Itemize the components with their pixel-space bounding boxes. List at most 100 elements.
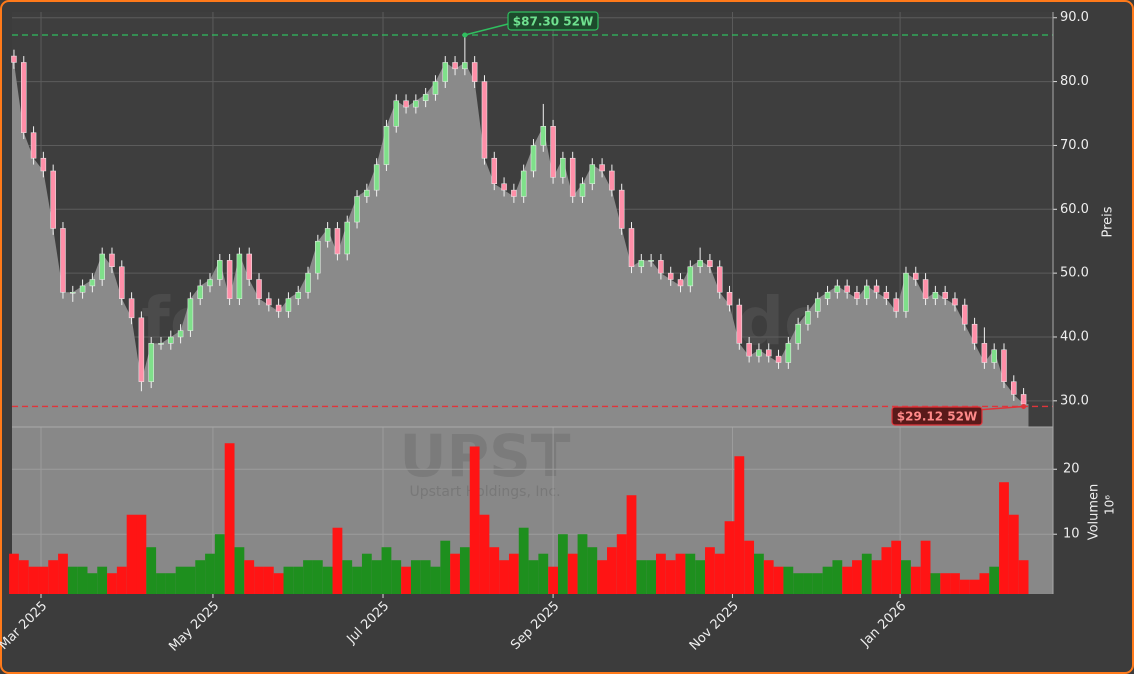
volume-bar xyxy=(950,573,960,594)
candle-body xyxy=(893,298,899,312)
candle-body xyxy=(177,330,184,338)
candle-body xyxy=(226,260,233,299)
volume-bar xyxy=(920,540,931,594)
volume-bar xyxy=(803,573,813,594)
annotation-box xyxy=(891,406,983,426)
y-tick-label: 60.0 xyxy=(1060,202,1089,217)
volume-bar xyxy=(744,540,755,594)
candle-body xyxy=(530,145,537,172)
candle-body xyxy=(560,157,566,178)
annotation-box xyxy=(507,11,599,31)
volume-bar xyxy=(195,560,206,594)
volume-bar xyxy=(557,534,568,594)
candle-body xyxy=(40,157,47,172)
volume-bar xyxy=(146,547,157,594)
candle-body xyxy=(805,311,811,325)
candle-body xyxy=(158,343,164,345)
volume-bar xyxy=(18,560,29,594)
volume-bar xyxy=(793,573,804,594)
volume-bar xyxy=(861,553,872,594)
candle-body xyxy=(236,253,243,299)
candle-body xyxy=(520,170,527,197)
volume-bar xyxy=(842,566,853,594)
volume-bar xyxy=(459,547,470,594)
candle-body xyxy=(491,157,498,184)
candle-body xyxy=(422,94,429,101)
volume-bar xyxy=(754,553,764,594)
volume-bar xyxy=(126,514,137,594)
y-tick-label: 80.0 xyxy=(1060,74,1089,89)
volume-bar xyxy=(469,446,480,594)
candle-body xyxy=(30,132,37,159)
candle-body xyxy=(844,285,850,293)
candle-body xyxy=(266,298,272,306)
candle-body xyxy=(383,126,390,165)
candle-body xyxy=(628,228,635,267)
candle-body xyxy=(736,304,743,344)
candle-body xyxy=(952,298,958,306)
volume-bar xyxy=(352,566,362,594)
candle-body xyxy=(295,292,301,299)
volume-bar xyxy=(656,553,666,594)
volume-bar xyxy=(283,566,294,594)
candle-body xyxy=(746,343,752,357)
volume-bar xyxy=(401,566,411,594)
candle-body xyxy=(932,292,939,299)
candle-body xyxy=(471,62,478,82)
volume-bar xyxy=(381,547,392,594)
candle-body xyxy=(922,279,929,299)
volume-bar xyxy=(695,560,706,594)
volume-bar xyxy=(303,560,313,594)
volume-bar xyxy=(263,566,274,594)
volume-bar xyxy=(136,514,147,594)
candle-body xyxy=(765,349,772,357)
volume-bar xyxy=(763,560,774,594)
volume-bar xyxy=(871,560,882,594)
candle-body xyxy=(393,100,399,127)
volume-bar xyxy=(714,553,725,594)
volume-bar xyxy=(322,566,333,594)
volume-bar xyxy=(930,573,941,594)
volume-bar xyxy=(587,547,598,594)
candle-body xyxy=(913,272,919,280)
candle-body xyxy=(60,228,66,293)
candle-body xyxy=(432,81,439,95)
watermark-symbol: UPST xyxy=(400,422,571,490)
volume-bar xyxy=(1008,514,1019,594)
volume-bar xyxy=(969,579,980,594)
volume-bar xyxy=(156,573,166,594)
volume-bar xyxy=(705,547,715,594)
candle-body xyxy=(128,298,135,319)
candle-body xyxy=(197,285,203,299)
volume-bar xyxy=(675,553,686,594)
volume-bar xyxy=(499,560,509,594)
candle-body xyxy=(677,279,684,287)
volume-bar xyxy=(38,566,49,594)
volume-bar xyxy=(606,547,617,594)
candle-body xyxy=(648,260,654,262)
volume-bar xyxy=(979,573,990,594)
candle-body xyxy=(99,253,105,280)
volume-bar xyxy=(77,566,88,594)
y-tick-label: 70.0 xyxy=(1060,138,1089,153)
y-tick-label: 50.0 xyxy=(1060,266,1089,281)
volume-bar xyxy=(959,579,970,594)
candle-body xyxy=(50,170,56,229)
volume-bar xyxy=(28,566,39,594)
volume-bar xyxy=(9,553,19,594)
candle-body xyxy=(109,253,115,267)
candle-body xyxy=(315,240,321,274)
candle-body xyxy=(942,292,948,299)
candle-body xyxy=(79,285,86,293)
volume-bar xyxy=(97,566,108,594)
volume-bar xyxy=(822,566,833,594)
volume-bar xyxy=(420,560,431,594)
candle-body xyxy=(618,189,625,229)
candle-body xyxy=(726,292,733,306)
volume-bar xyxy=(410,560,421,594)
volume-bar xyxy=(636,560,647,594)
candle-body xyxy=(854,292,860,299)
candle-body xyxy=(256,279,262,299)
volume-bar xyxy=(910,566,921,594)
